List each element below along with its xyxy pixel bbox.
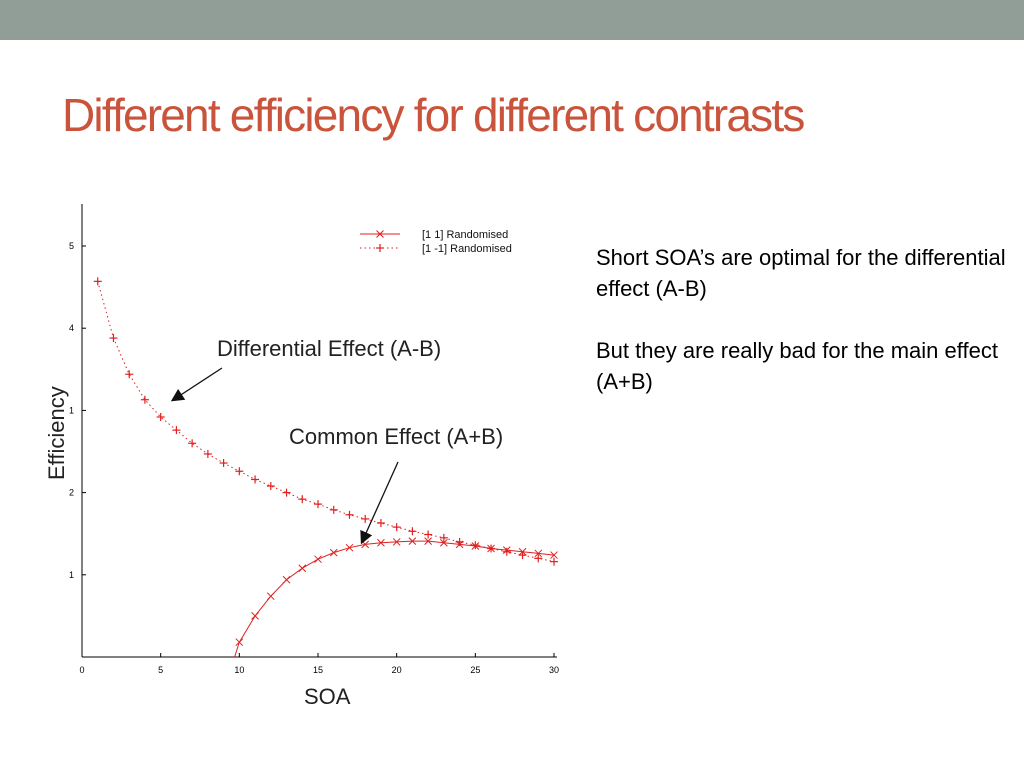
x-tick-label: 10 — [234, 665, 244, 675]
series-point-common-effect — [329, 548, 338, 557]
annotation-differential-effect: Differential Effect (A-B) — [217, 336, 442, 361]
y-tick-label: 4 — [69, 323, 74, 333]
x-tick-label: 30 — [549, 665, 559, 675]
series-point-common-effect — [314, 555, 322, 564]
series-point-differential-effect — [392, 523, 401, 532]
series-point-differential-effect — [471, 541, 480, 550]
y-axis-title: Efficiency — [44, 386, 69, 480]
efficiency-chart: 0 5 10 15 20 25 30 1 2 1 4 5 [1 1] Randomised [1 -1] … — [69, 204, 559, 675]
series-point-differential-effect — [140, 395, 149, 404]
series-point-differential-effect — [188, 439, 197, 448]
series-point-differential-effect — [502, 547, 511, 556]
series-point-differential-effect — [219, 459, 228, 468]
series-point-differential-effect — [314, 500, 322, 509]
series-point-common-effect — [392, 538, 401, 546]
series-point-differential-effect — [376, 519, 385, 528]
x-tick-label: 5 — [158, 665, 163, 675]
series-point-differential-effect — [203, 449, 212, 458]
series-point-differential-effect — [109, 334, 118, 343]
series-point-common-effect — [282, 575, 291, 584]
slide-title: Different efficiency for different contr… — [62, 89, 805, 141]
series-point-common-effect — [550, 551, 558, 559]
y-tick-label: 5 — [69, 241, 74, 251]
series-point-differential-effect — [550, 557, 558, 566]
annotation-common-effect: Common Effect (A+B) — [289, 424, 504, 449]
series-point-differential-effect — [534, 554, 543, 563]
note-short-soa: Short SOA’s are optimal for the differen… — [596, 245, 1006, 301]
series-point-differential-effect — [251, 475, 260, 484]
series-point-differential-effect — [424, 530, 433, 539]
series-point-differential-effect — [439, 533, 448, 542]
x-tick-label: 25 — [470, 665, 480, 675]
series-point-common-effect — [377, 538, 385, 547]
series-point-common-effect — [266, 592, 275, 601]
series-point-differential-effect — [266, 482, 275, 491]
series-point-differential-effect — [172, 426, 181, 435]
series-line-common-effect — [234, 540, 555, 658]
series-point-differential-effect — [282, 488, 291, 497]
x-tick-label: 20 — [392, 665, 402, 675]
series-line-differential-effect — [97, 281, 555, 563]
arrow-common-effect — [360, 461, 399, 545]
series-point-differential-effect — [487, 544, 496, 553]
series-point-common-effect — [424, 537, 432, 545]
legend-label-differential-effect: [1 -1] Randomised — [422, 243, 512, 255]
y-tick-label: 1 — [69, 405, 74, 415]
x-tick-label: 15 — [313, 665, 323, 675]
legend-marker-differential-effect — [376, 244, 384, 252]
legend-label-common-effect: [1 1] Randomised — [422, 229, 508, 241]
note-main-effect: But they are really bad for the main eff… — [596, 338, 998, 394]
series-point-common-effect — [534, 549, 543, 558]
y-tick-label: 1 — [69, 570, 74, 580]
top-accent-bar — [0, 0, 1024, 40]
series-point-differential-effect — [235, 467, 244, 476]
series-point-differential-effect — [93, 277, 102, 286]
series-point-differential-effect — [329, 505, 338, 514]
series-point-common-effect — [298, 564, 307, 573]
series-point-common-effect — [440, 538, 448, 547]
series-point-differential-effect — [408, 527, 417, 536]
series-point-common-effect — [251, 612, 259, 620]
series-point-differential-effect — [125, 370, 134, 379]
y-tick-label: 2 — [69, 488, 74, 498]
arrow-differential-effect — [170, 367, 223, 402]
series-point-common-effect — [235, 638, 244, 647]
series-point-differential-effect — [345, 510, 354, 519]
series-point-common-effect — [345, 543, 354, 552]
series-point-differential-effect — [518, 551, 527, 560]
series-point-differential-effect — [156, 412, 165, 421]
series-point-common-effect — [408, 537, 417, 545]
slide-notes: Short SOA’s are optimal for the differen… — [596, 242, 1006, 428]
x-axis-title: SOA — [304, 684, 351, 709]
x-tick-label: 0 — [79, 665, 84, 675]
series-point-differential-effect — [361, 514, 370, 523]
legend-marker-common-effect — [376, 230, 384, 238]
series-point-differential-effect — [455, 537, 464, 546]
series-point-differential-effect — [298, 495, 307, 504]
